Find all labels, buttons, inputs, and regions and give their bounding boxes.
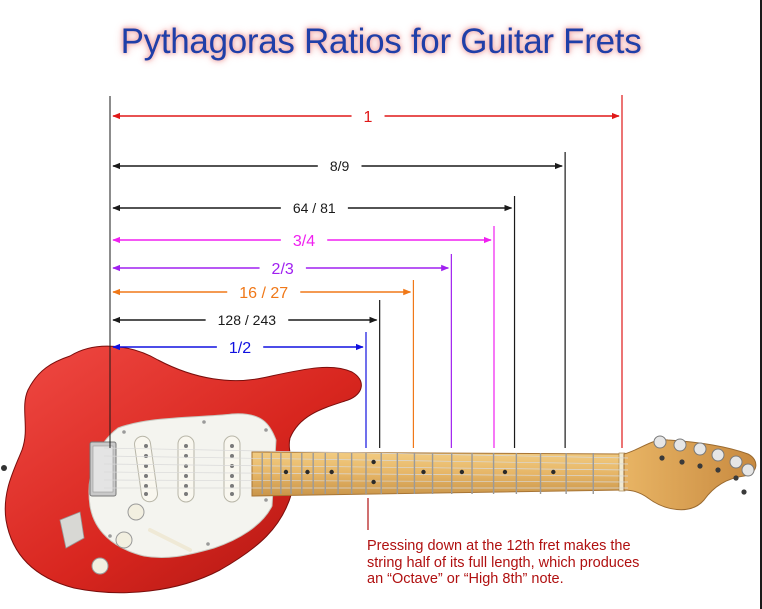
inlay-dot <box>502 469 508 475</box>
ratio-marker-4: 2/3 <box>112 254 452 448</box>
strap-button <box>1 465 7 471</box>
bridge-saddles <box>92 445 114 493</box>
inlay-dot <box>551 469 556 475</box>
guitar-illustration <box>1 345 757 594</box>
inlay-dot <box>283 469 289 475</box>
ratio-label: 16 / 27 <box>239 285 288 302</box>
ratio-marker-2: 64 / 81 <box>112 196 516 448</box>
control-plate <box>59 511 85 549</box>
control-knobs <box>91 503 192 575</box>
ratio-label: 8/9 <box>330 158 350 174</box>
ratio-label: 1 <box>364 109 373 126</box>
note-line-2: string half of its full length, which pr… <box>367 554 640 571</box>
pickups <box>134 435 241 503</box>
headstock-bushings <box>659 455 747 495</box>
note-line-1: Pressing down at the 12th fret makes the <box>367 538 631 554</box>
ratio-lines: 1 8/9 64 / 81 3/4 2/3 16 / 27 128 / 243 1/2 <box>112 95 623 448</box>
ratio-label: 2/3 <box>272 261 294 278</box>
fret-inlays <box>283 459 556 485</box>
ratio-label: 1/2 <box>229 340 251 357</box>
tuning-pegs <box>653 435 755 477</box>
inlay-dot <box>459 469 465 475</box>
inlay-dot <box>305 469 310 475</box>
headstock <box>623 439 757 511</box>
ratio-marker-5: 16 / 27 <box>112 280 415 448</box>
ratio-label: 3/4 <box>293 233 315 250</box>
ratio-marker-7: 1/2 <box>112 332 367 448</box>
ratio-label: 64 / 81 <box>293 200 336 216</box>
ratio-marker-6: 128 / 243 <box>112 300 381 448</box>
inlay-dot-octave <box>371 479 376 485</box>
fret-wires <box>261 453 594 494</box>
note-line-3: an “Octave” or “High 8th” note. <box>367 571 564 587</box>
inlay-dot-octave <box>371 459 376 465</box>
inlay-dot <box>421 469 426 475</box>
ratio-marker-3: 3/4 <box>112 226 495 448</box>
inlay-dot <box>329 469 334 475</box>
octave-note: Pressing down at the 12th fret makes the… <box>367 538 697 588</box>
ratio-label: 128 / 243 <box>218 312 277 328</box>
ratio-marker-0: 1 <box>112 95 623 448</box>
ratio-marker-1: 8/9 <box>112 152 566 448</box>
diagram-title: Pythagoras Ratios for Guitar Frets <box>120 22 642 61</box>
